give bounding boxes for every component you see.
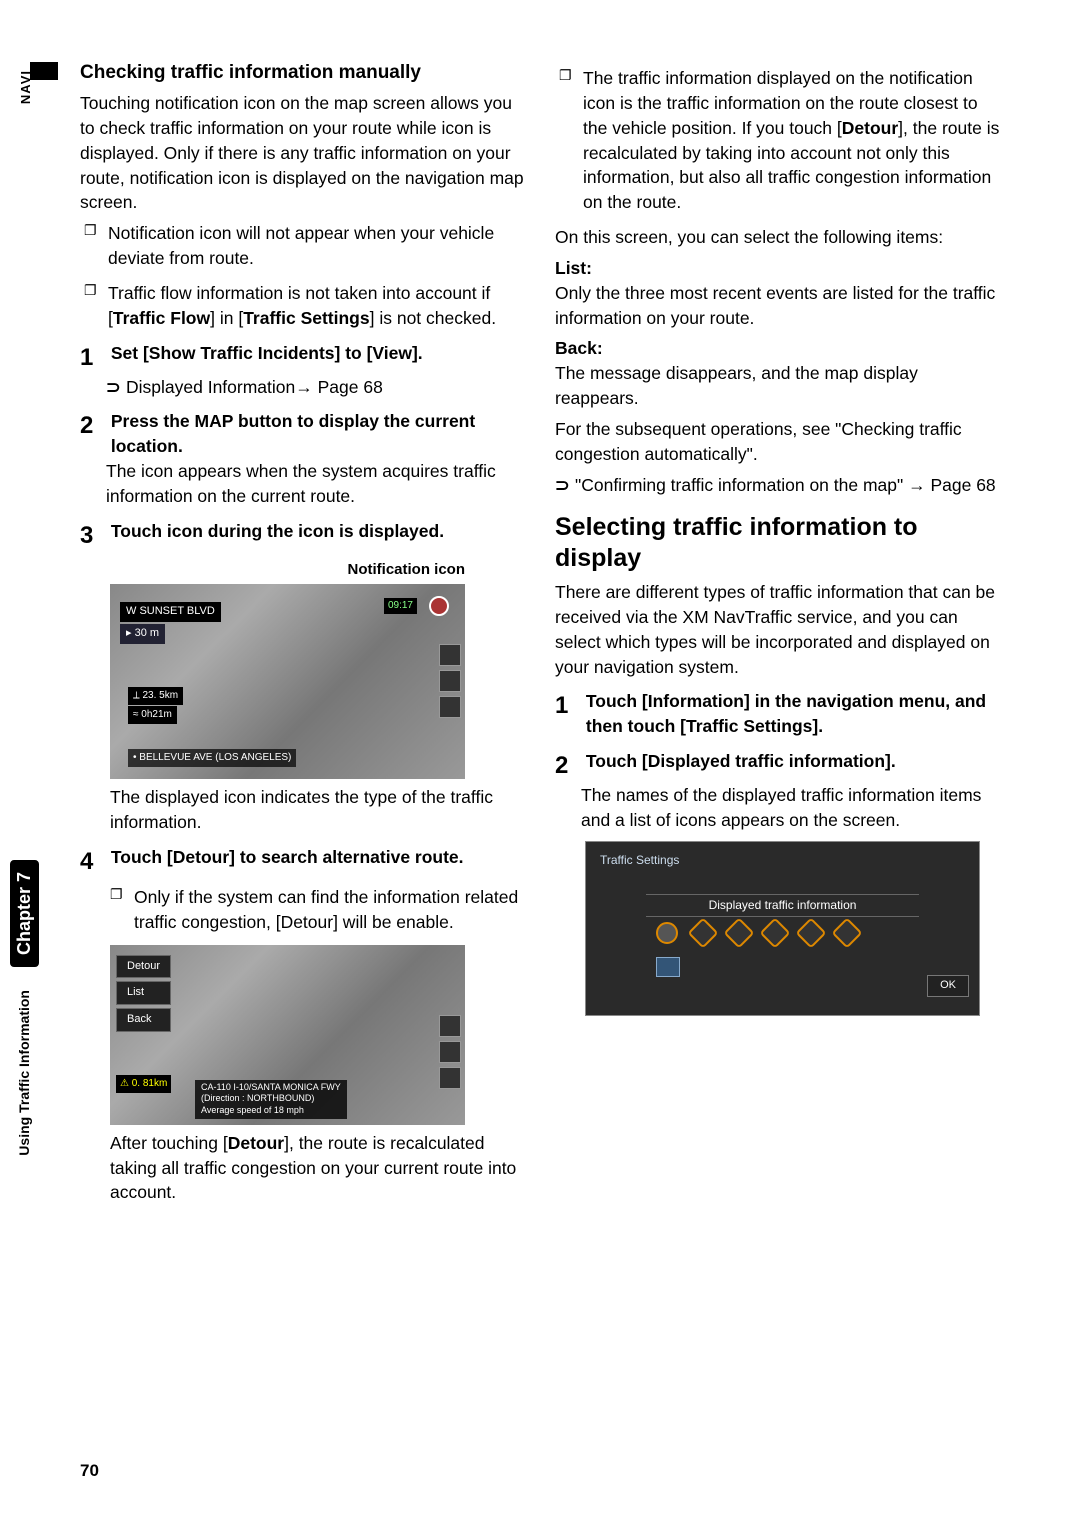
note-item: Only if the system can find the informat… <box>106 885 525 935</box>
menu-item: Detour <box>116 955 171 979</box>
step-2: 2 Press the MAP button to display the cu… <box>80 409 525 508</box>
step-1: 1 Touch [Information] in the navigation … <box>555 689 1000 739</box>
cross-reference: Displayed Information→ Page 68 <box>106 375 525 400</box>
navi-label: NAVI <box>18 70 33 104</box>
item-label: Back: <box>555 336 1000 361</box>
map-badge: ⟂ 23. 5km <box>128 687 183 705</box>
menu-item: Back <box>116 1008 171 1032</box>
step-text: Touch icon during the icon is displayed. <box>111 519 521 544</box>
section-title: Checking traffic information manually <box>80 60 525 87</box>
screenshot-caption: Notification icon <box>80 559 465 580</box>
ts-icon-row <box>656 922 858 944</box>
map-bottom-label: • BELLEVUE AVE (LOS ANGELES) <box>128 749 296 767</box>
chapter-tab: Chapter 7 <box>10 860 39 967</box>
ts-banner: Displayed traffic information <box>646 894 919 917</box>
ref-text: Displayed Information <box>126 377 295 397</box>
intro-paragraph: There are different types of traffic inf… <box>555 580 1000 679</box>
cross-reference: "Confirming traffic information on the m… <box>555 473 1000 498</box>
step-number: 2 <box>80 409 106 443</box>
ref-text: "Confirming traffic information on the m… <box>575 475 908 495</box>
note-item: Notification icon will not appear when y… <box>80 221 525 271</box>
after-screenshot-text: The displayed icon indicates the type of… <box>110 785 525 835</box>
step-text: Touch [Displayed traffic information]. <box>586 749 996 774</box>
ts-title: Traffic Settings <box>600 852 679 869</box>
ref-page: Page 68 <box>930 475 995 495</box>
map-side-buttons <box>439 1015 461 1089</box>
menu-item: List <box>116 981 171 1005</box>
map-badge: ≈ 0h21m <box>128 706 177 724</box>
chapter-caption: Using Traffic Information <box>16 990 32 1156</box>
note-list: Notification icon will not appear when y… <box>80 221 525 330</box>
map-street-label: W SUNSET BLVD <box>120 602 221 622</box>
right-column: The traffic information displayed on the… <box>555 60 1000 1211</box>
page-number: 70 <box>80 1461 99 1481</box>
map-time: 09:17 <box>384 598 417 614</box>
map-screenshot-1: W SUNSET BLVD ▸ 30 m ⟂ 23. 5km ≈ 0h21m •… <box>110 584 465 779</box>
step-number: 2 <box>555 749 581 783</box>
note-item: The traffic information displayed on the… <box>555 66 1000 215</box>
step-number: 4 <box>80 845 106 879</box>
step-2: 2 Touch [Displayed traffic information].… <box>555 749 1000 833</box>
ts-icon <box>687 917 718 948</box>
info-line: CA-110 I-10/SANTA MONICA FWY <box>201 1082 341 1094</box>
map-info-box: CA-110 I-10/SANTA MONICA FWY (Direction … <box>195 1080 347 1119</box>
sub-note-list: Only if the system can find the informat… <box>106 885 525 935</box>
ts-icon <box>656 957 680 977</box>
ts-icon <box>759 917 790 948</box>
step-text: Set [Show Traffic Incidents] to [View]. <box>111 341 521 366</box>
ts-icon <box>795 917 826 948</box>
ts-icon <box>723 917 754 948</box>
step-number: 1 <box>555 689 581 723</box>
body-text: For the subsequent operations, see "Chec… <box>555 417 1000 467</box>
body-text: The message disappears, and the map disp… <box>555 361 1000 411</box>
left-column: Checking traffic information manually To… <box>80 60 525 1211</box>
step-number: 3 <box>80 519 106 553</box>
ref-page: Page 68 <box>318 377 383 397</box>
map-distance: ⚠ 0. 81km <box>116 1075 171 1093</box>
step-1: 1 Set [Show Traffic Incidents] to [View]… <box>80 341 525 400</box>
step-number: 1 <box>80 341 106 375</box>
after-screenshot-text: After touching [Detour], the route is re… <box>110 1131 525 1206</box>
step-sub: The names of the displayed traffic infor… <box>581 783 1000 833</box>
intro-paragraph: Touching notification icon on the map sc… <box>80 91 525 215</box>
info-line: Average speed of 18 mph <box>201 1105 341 1117</box>
traffic-settings-screenshot: Traffic Settings Displayed traffic infor… <box>585 841 980 1016</box>
ok-button: OK <box>927 975 969 997</box>
map-distance: ▸ 30 m <box>120 624 165 644</box>
section-title: Selecting traffic information to display <box>555 512 1000 575</box>
note-list: The traffic information displayed on the… <box>555 66 1000 215</box>
map-side-buttons <box>439 644 461 718</box>
step-text: Touch [Detour] to search alternative rou… <box>111 845 521 870</box>
ts-icon <box>656 922 678 944</box>
info-line: (Direction : NORTHBOUND) <box>201 1093 341 1105</box>
body-text: On this screen, you can select the follo… <box>555 225 1000 250</box>
step-text: Press the MAP button to display the curr… <box>111 409 521 459</box>
map-screenshot-2: Detour List Back ⚠ 0. 81km CA-110 I-10/S… <box>110 945 465 1125</box>
step-3: 3 Touch icon during the icon is displaye… <box>80 519 525 553</box>
step-4: 4 Touch [Detour] to search alternative r… <box>80 845 525 879</box>
step-text: Touch [Information] in the navigation me… <box>586 689 996 739</box>
sidebar: NAVI <box>18 70 48 104</box>
detour-menu: Detour List Back <box>116 955 171 1032</box>
item-label: List: <box>555 256 1000 281</box>
note-item: Traffic flow information is not taken in… <box>80 281 525 331</box>
body-text: Only the three most recent events are li… <box>555 281 1000 331</box>
step-sub: The icon appears when the system acquire… <box>106 459 525 509</box>
ts-icon <box>831 917 862 948</box>
